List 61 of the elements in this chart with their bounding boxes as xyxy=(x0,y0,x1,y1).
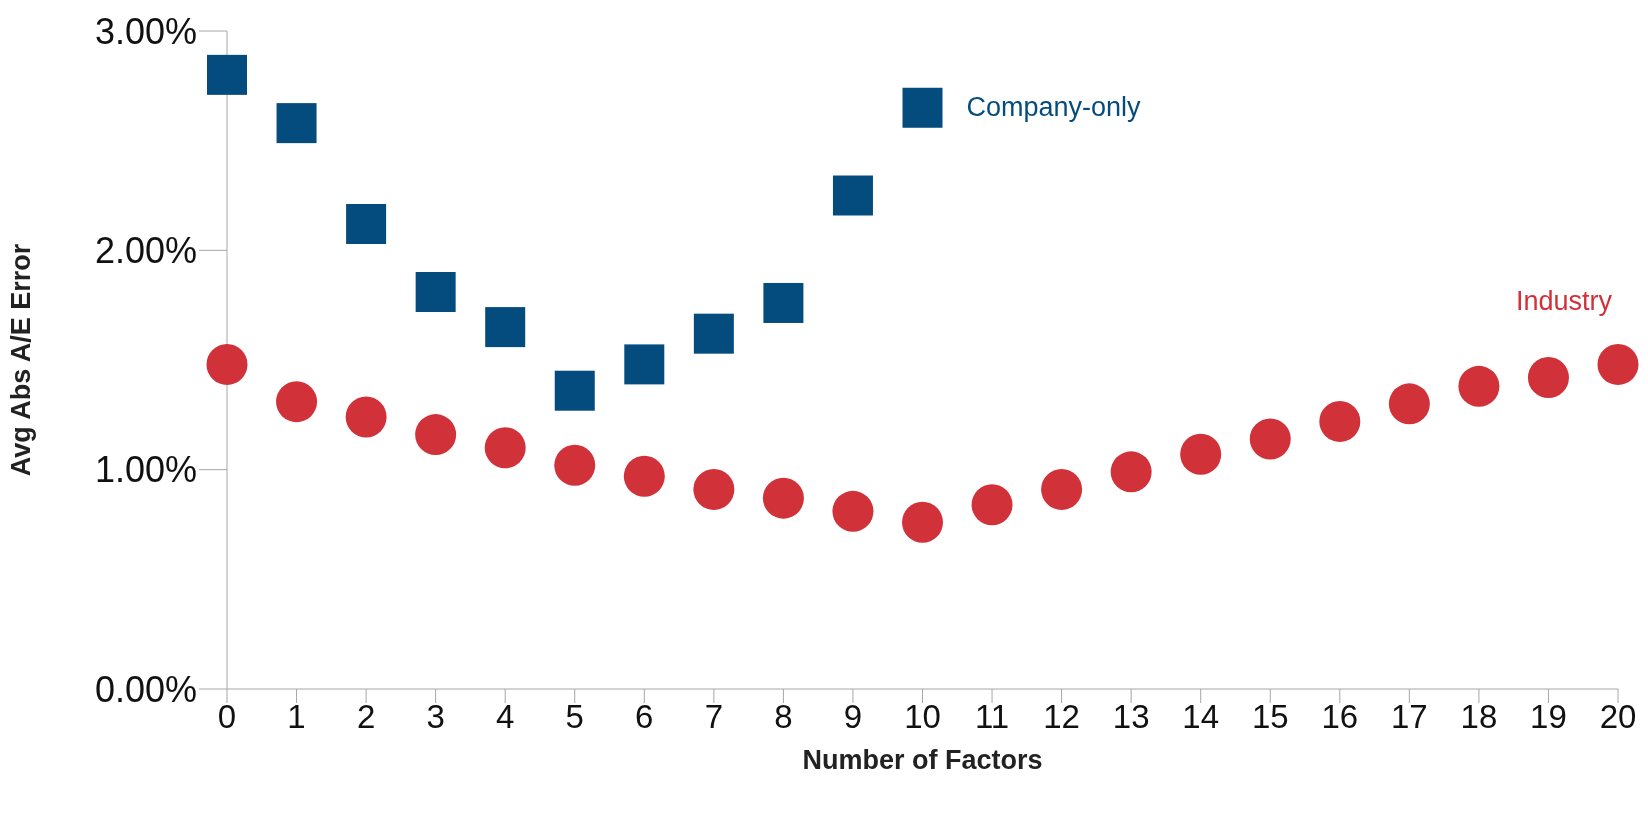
point xyxy=(276,103,317,144)
point xyxy=(276,381,318,423)
point xyxy=(762,477,804,519)
x-tick-label: 11 xyxy=(974,698,1010,736)
point xyxy=(1249,418,1291,460)
point xyxy=(346,204,387,245)
y-tick-label: 1.00% xyxy=(94,449,197,491)
series-label: Industry xyxy=(1515,286,1613,317)
x-tick-label: 20 xyxy=(1599,698,1637,736)
x-tick-label: 13 xyxy=(1112,698,1150,736)
point xyxy=(902,501,943,543)
point xyxy=(415,414,457,456)
x-tick-label: 1 xyxy=(287,698,306,736)
x-tick-label: 7 xyxy=(704,698,724,736)
point xyxy=(415,272,456,313)
series-label: Company-only xyxy=(966,91,1142,122)
x-tick-label: 16 xyxy=(1321,698,1359,736)
x-tick-label: 19 xyxy=(1530,698,1567,736)
x-tick-label: 14 xyxy=(1182,698,1220,736)
point xyxy=(1180,433,1222,475)
x-tick-label: 9 xyxy=(843,698,863,736)
x-tick-label: 3 xyxy=(426,698,445,736)
point xyxy=(763,282,804,323)
x-tick-label: 10 xyxy=(904,698,941,736)
point xyxy=(554,444,596,486)
y-tick-label: 2.00% xyxy=(94,230,197,272)
point xyxy=(207,54,247,95)
point xyxy=(554,370,595,411)
y-tick-label: 3.00% xyxy=(94,10,197,52)
point xyxy=(1388,383,1430,425)
point xyxy=(1319,400,1361,442)
x-tick-label: 6 xyxy=(635,698,654,736)
point xyxy=(832,175,873,216)
point xyxy=(971,484,1013,526)
x-tick-label: 0 xyxy=(217,698,237,736)
point xyxy=(345,396,387,438)
x-tick-label: 18 xyxy=(1460,698,1498,736)
x-tick-label: 2 xyxy=(356,698,376,736)
point xyxy=(1458,365,1500,407)
point xyxy=(485,307,526,348)
point xyxy=(1110,451,1152,493)
point xyxy=(1041,468,1083,510)
point xyxy=(832,490,874,532)
x-tick-label: 8 xyxy=(774,698,793,736)
x-tick-label: 17 xyxy=(1390,698,1428,736)
x-tick-label: 15 xyxy=(1251,698,1289,736)
x-tick-label: 5 xyxy=(565,698,584,736)
x-tick-label: 12 xyxy=(1043,698,1080,736)
point xyxy=(624,344,665,385)
x-tick-label: 4 xyxy=(496,698,515,736)
y-tick-label: 0.00% xyxy=(94,668,197,710)
x-axis-title: Number of Factors xyxy=(802,745,1043,775)
point xyxy=(693,313,734,354)
point xyxy=(484,427,526,469)
point xyxy=(623,455,665,497)
point xyxy=(1527,357,1569,399)
point xyxy=(693,468,735,510)
point xyxy=(1597,343,1639,385)
point xyxy=(902,87,943,128)
point xyxy=(206,343,248,385)
y-axis-title: Avg Abs A/E Error xyxy=(5,243,36,477)
